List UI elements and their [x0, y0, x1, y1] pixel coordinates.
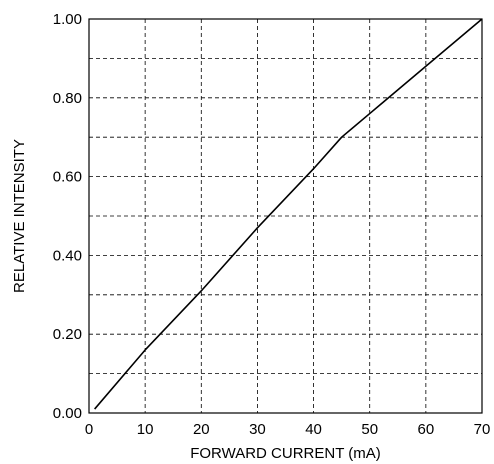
x-tick-label: 20 [193, 421, 210, 438]
x-tick-label: 60 [418, 421, 435, 438]
y-tick-label: 0.20 [53, 326, 82, 343]
x-tick-label: 30 [249, 421, 266, 438]
y-tick-label: 0.80 [53, 90, 82, 107]
x-tick-labels: 0 10 20 30 40 50 60 70 [85, 421, 491, 438]
series-layer [94, 18, 483, 410]
x-tick-label: 50 [361, 421, 378, 438]
x-tick-label: 70 [474, 421, 491, 438]
x-axis-title: FORWARD CURRENT (mA) [190, 445, 381, 462]
y-tick-labels: 0.00 0.20 0.40 0.60 0.80 1.00 [53, 11, 82, 422]
y-tick-label: 0.00 [53, 405, 82, 422]
grid-lines [89, 19, 482, 413]
x-tick-label: 0 [85, 421, 93, 438]
y-tick-label: 1.00 [53, 11, 82, 28]
x-tick-label: 40 [305, 421, 322, 438]
y-tick-label: 0.60 [53, 169, 82, 186]
series-line [94, 18, 483, 410]
y-tick-label: 0.40 [53, 247, 82, 264]
x-tick-label: 10 [137, 421, 154, 438]
plot-frame [88, 18, 483, 414]
y-axis-title: RELATIVE INTENSITY [11, 139, 28, 293]
